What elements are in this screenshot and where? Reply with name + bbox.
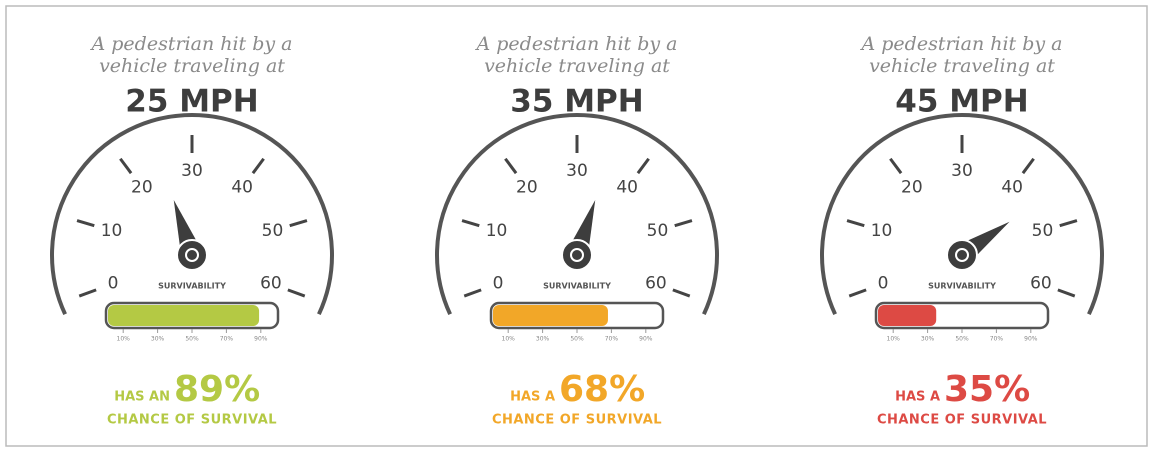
- gauge-tick: [76, 219, 95, 228]
- bar-tick-label: 70%: [220, 336, 234, 343]
- survival-prefix: HAS A: [510, 390, 555, 405]
- survival-suffix: CHANCE OF SURVIVAL: [877, 413, 1047, 428]
- gauge-tick: [1059, 219, 1078, 228]
- bar-tick-label: 50%: [570, 336, 584, 343]
- needle-hub-center: [570, 248, 584, 262]
- gauge-tick: [78, 288, 97, 298]
- gauge-tick: [463, 288, 482, 298]
- bar-title: SURVIVABILITY: [928, 282, 996, 291]
- gauge-tick-label: 30: [181, 161, 203, 181]
- gauge-tick-label: 0: [493, 274, 504, 294]
- gauge-tick: [674, 219, 693, 228]
- gauge-tick: [504, 157, 518, 175]
- bar-tick-label: 50%: [955, 336, 969, 343]
- intro-line: A pedestrian hit by a: [475, 33, 678, 55]
- gauge-tick-label: 20: [131, 178, 153, 198]
- survival-prefix: HAS AN: [114, 390, 170, 405]
- bar-tick-label: 90%: [254, 336, 268, 343]
- gauge-tick-label: 40: [1001, 178, 1023, 198]
- gauge-arc: [50, 113, 334, 316]
- gauge-tick: [289, 219, 308, 228]
- gauge-tick: [287, 288, 306, 298]
- intro-line: A pedestrian hit by a: [90, 33, 293, 55]
- survival-percent: 89%: [174, 369, 260, 410]
- gauge-tick-label: 30: [951, 161, 973, 181]
- gauge-tick: [848, 288, 867, 298]
- gauge-tick-label: 60: [1030, 274, 1052, 294]
- bar-tick-label: 50%: [185, 336, 199, 343]
- bar-fill: [493, 305, 608, 326]
- bar-tick-label: 10%: [117, 336, 131, 343]
- bar-tick-label: 30%: [921, 336, 935, 343]
- needle-hub-center: [185, 248, 199, 262]
- gauge-tick: [251, 157, 265, 175]
- gauge-tick-label: 60: [645, 274, 667, 294]
- bar-fill: [878, 305, 937, 326]
- gauge-arc: [820, 113, 1104, 316]
- survival-suffix: CHANCE OF SURVIVAL: [107, 413, 277, 428]
- gauge-tick-label: 50: [1032, 221, 1054, 241]
- gauge-tick-label: 50: [262, 221, 284, 241]
- intro-line: vehicle traveling at: [99, 55, 285, 77]
- gauge-tick: [461, 219, 480, 228]
- needle-hub-center: [955, 248, 969, 262]
- gauge-tick: [846, 219, 865, 228]
- bar-tick-label: 90%: [639, 336, 653, 343]
- bar-tick-label: 70%: [605, 336, 619, 343]
- bar-title: SURVIVABILITY: [543, 282, 611, 291]
- gauge-tick-label: 50: [647, 221, 669, 241]
- gauge-tick: [119, 157, 133, 175]
- survival-suffix: CHANCE OF SURVIVAL: [492, 413, 662, 428]
- gauge-tick-label: 0: [108, 274, 119, 294]
- gauge-tick: [889, 157, 903, 175]
- gauge-tick-label: 40: [616, 178, 638, 198]
- gauge-tick-label: 20: [516, 178, 538, 198]
- gauge-tick-label: 20: [901, 178, 923, 198]
- bar-tick-label: 10%: [502, 336, 516, 343]
- bar-title: SURVIVABILITY: [158, 282, 226, 291]
- gauge-tick: [1057, 288, 1076, 298]
- bar-fill: [108, 305, 260, 326]
- bar-tick-label: 70%: [990, 336, 1004, 343]
- survival-prefix: HAS A: [895, 390, 940, 405]
- gauge-tick-label: 30: [566, 161, 588, 181]
- gauge-tick-label: 10: [871, 221, 893, 241]
- frame: [5, 5, 1148, 447]
- gauge-arc: [435, 113, 719, 316]
- bar-tick-label: 30%: [151, 336, 165, 343]
- gauge-tick-label: 10: [486, 221, 508, 241]
- gauge-tick-label: 0: [878, 274, 889, 294]
- gauge-tick: [636, 157, 650, 175]
- intro-line: A pedestrian hit by a: [860, 33, 1063, 55]
- survival-percent: 68%: [559, 369, 645, 410]
- gauge-tick-label: 40: [231, 178, 253, 198]
- survival-percent: 35%: [944, 369, 1030, 410]
- bar-tick-label: 90%: [1024, 336, 1038, 343]
- bar-tick-label: 30%: [536, 336, 550, 343]
- gauge-tick: [672, 288, 691, 298]
- intro-line: vehicle traveling at: [869, 55, 1055, 77]
- gauge-tick-label: 10: [101, 221, 123, 241]
- gauge-tick: [1021, 157, 1035, 175]
- bar-tick-label: 10%: [887, 336, 901, 343]
- gauge-tick-label: 60: [260, 274, 282, 294]
- intro-line: vehicle traveling at: [484, 55, 670, 77]
